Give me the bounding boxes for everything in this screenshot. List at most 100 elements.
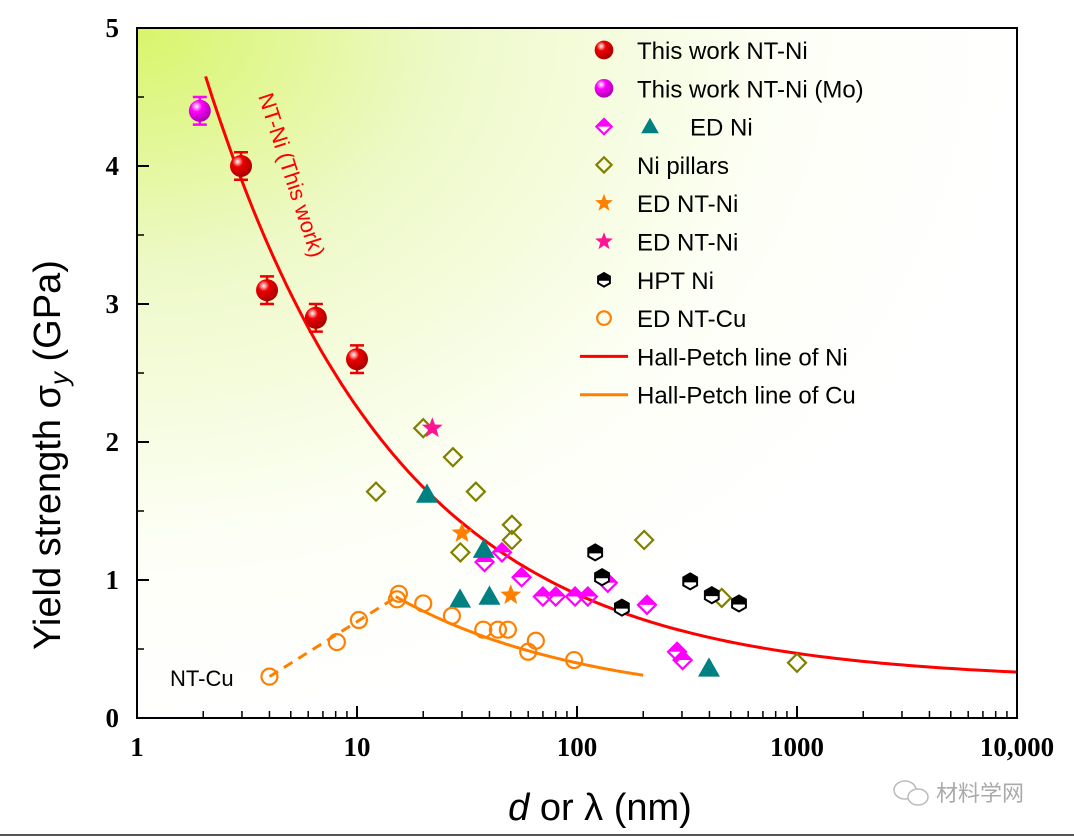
data-point-circle xyxy=(519,642,538,661)
data-point-circle xyxy=(414,594,433,613)
legend-item: This work NT-Ni (Mo) xyxy=(594,76,864,103)
legend: This work NT-Ni This work NT-Ni (Mo) ED Ni… xyxy=(580,38,864,410)
watermark-text: 材料学网 xyxy=(936,782,1024,807)
data-point-triangle xyxy=(472,538,495,558)
x-axis-label-italic: d xyxy=(508,787,531,829)
y-axis-label-unit: (GPa) xyxy=(27,260,69,372)
legend-item: ED Ni xyxy=(594,115,753,142)
data-point-hexagon xyxy=(731,594,747,613)
legend-item: Ni pillars xyxy=(594,153,729,180)
data-point-hexagon xyxy=(594,568,610,587)
legend-item: ED NT-Ni xyxy=(595,230,738,257)
data-point-halfdiamond xyxy=(545,586,567,608)
data-point-triangle xyxy=(697,657,720,677)
data-point-circle xyxy=(260,667,279,686)
x-tick-label: 1000 xyxy=(770,732,824,762)
data-point-hexagon xyxy=(682,572,699,591)
data-point-halfdiamond xyxy=(511,566,533,588)
data-point-star xyxy=(421,417,443,438)
data-point-ball xyxy=(346,348,368,371)
data-point-star xyxy=(451,522,473,542)
data-point-star xyxy=(500,584,522,605)
legend-marker-diamond xyxy=(594,155,614,175)
data-point-diamond xyxy=(365,481,387,503)
legend-marker-triangle xyxy=(641,117,659,134)
data-point-diamond xyxy=(465,481,487,503)
data-point-circle xyxy=(474,620,493,639)
data-point-triangle xyxy=(449,588,472,608)
legend-item: Hall-Petch line of Ni xyxy=(580,344,848,371)
data-point-triangle xyxy=(478,585,501,605)
data-point-diamond xyxy=(449,541,471,563)
data-point-halfdiamond xyxy=(636,594,658,616)
annotation-nt-cu: NT-Cu xyxy=(170,666,234,691)
data-point-hexagon xyxy=(614,598,630,617)
data-point-diamond xyxy=(501,514,523,536)
fit-line-3 xyxy=(268,595,398,678)
data-point-ball xyxy=(256,279,279,302)
data-point-hexagon xyxy=(703,586,720,605)
legend-label: ED NT-Cu xyxy=(637,306,746,333)
legend-item: ED NT-Cu xyxy=(596,306,746,333)
legend-marker-star xyxy=(595,193,613,211)
x-tick-label: 10 xyxy=(344,732,371,762)
data-point-halfdiamond xyxy=(666,641,688,663)
data-point-triangle xyxy=(415,483,438,503)
data-point-circle xyxy=(488,620,508,639)
watermark: 材料学网 xyxy=(893,780,1024,807)
y-axis-label-main: Yield strength σ xyxy=(27,385,69,650)
data-point-diamond xyxy=(633,529,655,551)
legend-label: This work NT-Ni xyxy=(637,38,808,65)
x-tick-label: 1 xyxy=(130,732,144,762)
y-tick-label: 0 xyxy=(106,703,120,733)
legend-item: Hall-Petch line of Cu xyxy=(580,383,856,410)
legend-label: This work NT-Ni (Mo) xyxy=(637,76,864,103)
data-point-circle xyxy=(498,620,517,639)
data-point-halfdiamond xyxy=(672,649,694,671)
legend-marker-ball xyxy=(594,40,614,60)
fit-lines xyxy=(204,75,1018,678)
data-point-circle xyxy=(564,650,584,670)
legend-marker-circle xyxy=(596,310,612,327)
x-axis-label: d or λ (nm) xyxy=(508,787,692,829)
data-point-halfdiamond xyxy=(491,541,513,563)
legend-marker-halfdiamond xyxy=(594,117,614,136)
data-point-circle xyxy=(349,610,368,630)
legend-label: Ni pillars xyxy=(637,153,729,180)
x-axis-label-rest: or λ (nm) xyxy=(529,787,692,829)
data-point-ball xyxy=(230,155,253,177)
legend-label: HPT Ni xyxy=(637,268,714,295)
data-point-ball xyxy=(304,306,327,329)
data-point-diamond xyxy=(501,529,523,551)
x-tick-label: 10,000 xyxy=(980,732,1054,762)
legend-item: This work NT-Ni xyxy=(594,38,808,65)
data-point-diamond xyxy=(442,446,464,468)
y-tick-label: 2 xyxy=(106,427,120,457)
data-point-ball xyxy=(188,99,211,122)
legend-marker-hexagon xyxy=(597,271,611,288)
fit-line-1 xyxy=(204,75,1018,674)
y-tick-label: 3 xyxy=(106,289,120,319)
legend-marker-star xyxy=(595,232,613,250)
data-point-circle xyxy=(327,632,346,652)
data-points xyxy=(188,95,808,686)
x-tick-label: 100 xyxy=(557,732,598,762)
legend-item: ED NT-Ni xyxy=(595,191,738,218)
legend-label: ED Ni xyxy=(690,115,753,142)
data-point-halfdiamond xyxy=(577,586,599,608)
data-point-hexagon xyxy=(587,543,604,562)
legend-item: HPT Ni xyxy=(597,268,714,295)
y-tick-label: 5 xyxy=(106,13,120,43)
legend-label: ED NT-Ni xyxy=(637,191,738,218)
y-axis-label: Yield strength σy (GPa) xyxy=(27,260,74,650)
legend-label: Hall-Petch line of Cu xyxy=(637,383,856,410)
legend-label: ED NT-Ni xyxy=(637,230,738,257)
fit-line-2 xyxy=(395,595,644,677)
y-tick-label: 4 xyxy=(106,151,120,181)
data-point-circle xyxy=(389,584,408,603)
y-axis-label-sub: y xyxy=(44,370,74,387)
data-point-circle xyxy=(442,606,462,625)
legend-label: Hall-Petch line of Ni xyxy=(637,344,848,371)
